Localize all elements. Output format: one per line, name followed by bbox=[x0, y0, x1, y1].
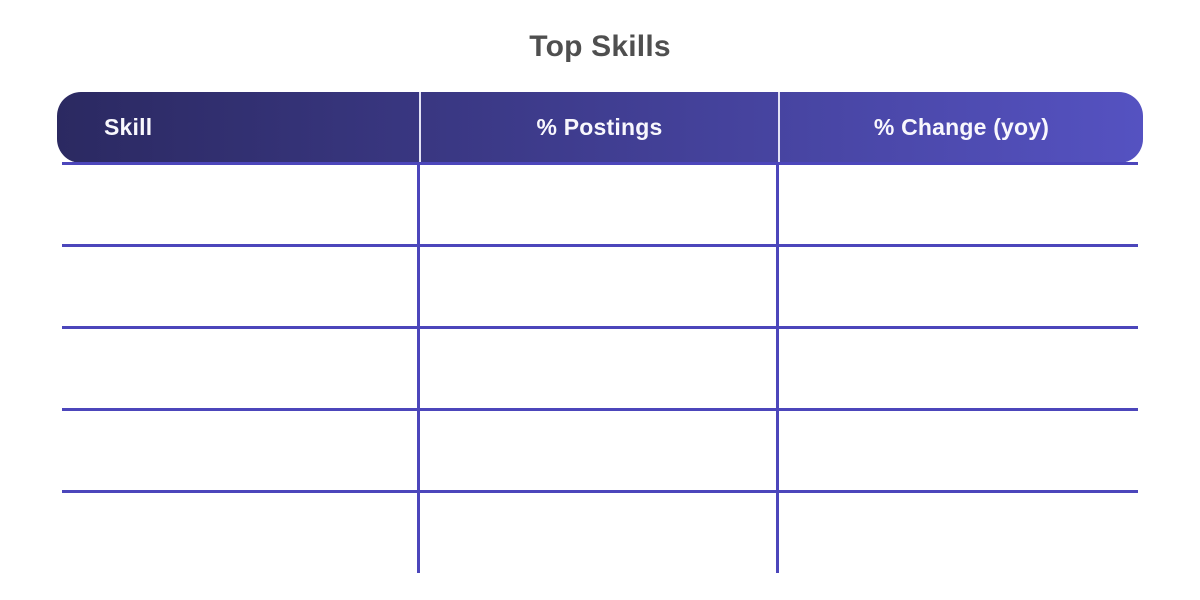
table-cell bbox=[57, 327, 419, 409]
column-header-percent-change-yoy: % Change (yoy) bbox=[778, 92, 1143, 163]
table-cell bbox=[778, 327, 1143, 409]
page-title: Top Skills bbox=[529, 30, 671, 63]
table-header-row: Skill % Postings % Change (yoy) bbox=[57, 92, 1143, 163]
table-cell bbox=[57, 491, 419, 573]
table-cell bbox=[57, 409, 419, 491]
table-row bbox=[57, 243, 1143, 327]
table-row bbox=[57, 489, 1143, 573]
table-cell bbox=[419, 163, 778, 245]
table-body bbox=[57, 161, 1143, 573]
table-cell bbox=[419, 491, 778, 573]
column-header-percent-postings: % Postings bbox=[419, 92, 778, 163]
table-cell bbox=[57, 245, 419, 327]
table-cell bbox=[57, 163, 419, 245]
table-cell bbox=[778, 409, 1143, 491]
table-cell bbox=[778, 163, 1143, 245]
table-cell bbox=[419, 327, 778, 409]
table-row bbox=[57, 407, 1143, 491]
column-header-skill: Skill bbox=[104, 114, 153, 140]
table-row bbox=[57, 325, 1143, 409]
table-cell bbox=[778, 491, 1143, 573]
table-cell bbox=[419, 409, 778, 491]
column-grid-line bbox=[417, 163, 420, 573]
table-row bbox=[57, 161, 1143, 245]
table-cell bbox=[419, 245, 778, 327]
skills-table: Skill % Postings % Change (yoy) bbox=[57, 92, 1143, 573]
table-cell bbox=[778, 245, 1143, 327]
column-grid-line bbox=[776, 163, 779, 573]
